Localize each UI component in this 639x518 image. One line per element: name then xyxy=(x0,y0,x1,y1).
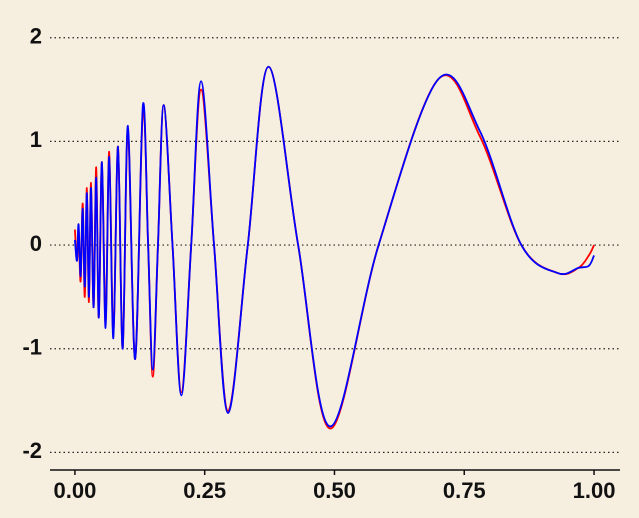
y-tick-label: 0 xyxy=(30,231,42,256)
line-series xyxy=(74,65,595,430)
y-tick-label: 2 xyxy=(30,24,42,49)
x-tick-label: 0.50 xyxy=(313,478,356,503)
y-tick-label: -1 xyxy=(22,335,42,360)
x-tick-label: 0.25 xyxy=(183,478,226,503)
y-tick-label: -2 xyxy=(22,438,42,463)
x-tick-label: 0.75 xyxy=(443,478,486,503)
line-series xyxy=(74,65,595,428)
x-tick-label: 1.00 xyxy=(573,478,616,503)
x-tick-label: 0.00 xyxy=(54,478,97,503)
y-tick-label: 1 xyxy=(30,127,42,152)
